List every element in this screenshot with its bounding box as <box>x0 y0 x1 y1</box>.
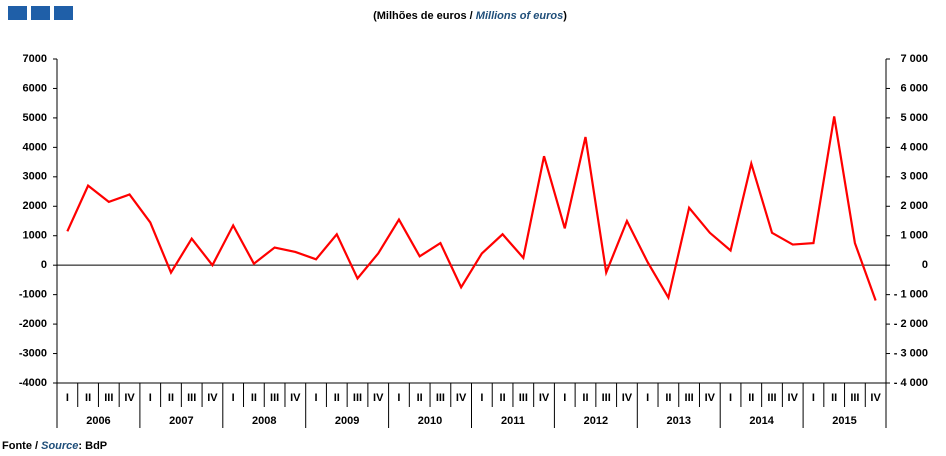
x-tick-label: IV <box>373 392 384 404</box>
year-label: 2014 <box>749 415 774 427</box>
y-tick-label: 4000 <box>23 141 47 153</box>
x-tick-label: II <box>168 392 174 404</box>
x-tick-label: I <box>646 392 649 404</box>
y-tick-label: 0 <box>41 259 47 271</box>
y-tick-label: -3000 <box>19 347 47 359</box>
source-en: Source <box>41 440 78 452</box>
x-tick-label: II <box>85 392 91 404</box>
title-end: ) <box>563 10 567 22</box>
year-label: 2012 <box>584 415 608 427</box>
source-note: Fonte / Source: BdP <box>2 440 107 452</box>
y-tick-label: -2000 <box>19 318 47 330</box>
x-tick-label: II <box>251 392 257 404</box>
x-tick-label: IV <box>870 392 881 404</box>
logo-block <box>8 6 27 20</box>
data-line <box>66 116 877 301</box>
y2-tick-label: - 1 000 <box>894 289 928 301</box>
y2-tick-label: 3 000 <box>900 171 928 183</box>
x-tick-label: II <box>334 392 340 404</box>
title-pt: (Milhões de euros / <box>373 10 476 22</box>
x-tick-label: IV <box>788 392 799 404</box>
y2-tick-label: 1 000 <box>900 230 928 242</box>
y2-tick-label: 4 000 <box>900 141 928 153</box>
x-tick-label: IV <box>124 392 135 404</box>
x-tick-label: I <box>232 392 235 404</box>
x-tick-label: II <box>417 392 423 404</box>
y-tick-label: 7000 <box>23 53 47 65</box>
year-label: 2010 <box>418 415 442 427</box>
x-tick-label: I <box>480 392 483 404</box>
y2-tick-label: 5 000 <box>900 112 928 124</box>
y-tick-label: -1000 <box>19 289 47 301</box>
y-tick-label: 5000 <box>23 112 47 124</box>
x-tick-label: IV <box>705 392 716 404</box>
y-tick-label: -4000 <box>19 377 47 389</box>
y2-tick-label: - 4 000 <box>894 377 928 389</box>
logo-block <box>54 6 73 20</box>
y2-tick-label: - 3 000 <box>894 347 928 359</box>
x-tick-label: III <box>685 392 694 404</box>
x-tick-label: IV <box>622 392 633 404</box>
x-tick-label: II <box>831 392 837 404</box>
x-tick-label: III <box>270 392 279 404</box>
x-tick-label: I <box>812 392 815 404</box>
y2-tick-label: 2 000 <box>900 200 928 212</box>
x-tick-label: III <box>850 392 859 404</box>
y-tick-label: 3000 <box>23 171 47 183</box>
y2-tick-label: 0 <box>922 259 928 271</box>
year-label: 2008 <box>252 415 276 427</box>
year-label: 2006 <box>86 415 110 427</box>
x-tick-label: I <box>397 392 400 404</box>
chart-title: (Milhões de euros / Millions of euros) <box>373 10 567 22</box>
year-label: 2013 <box>667 415 691 427</box>
year-label: 2015 <box>832 415 856 427</box>
x-tick-label: III <box>519 392 528 404</box>
x-tick-label: III <box>436 392 445 404</box>
y-tick-label: 1000 <box>23 230 47 242</box>
x-tick-label: IV <box>290 392 301 404</box>
source-end: : BdP <box>78 440 107 452</box>
x-tick-label: III <box>187 392 196 404</box>
x-tick-label: I <box>563 392 566 404</box>
x-tick-label: IV <box>539 392 550 404</box>
x-tick-label: III <box>767 392 776 404</box>
x-tick-label: I <box>315 392 318 404</box>
x-tick-label: I <box>149 392 152 404</box>
y2-tick-label: - 2 000 <box>894 318 928 330</box>
x-tick-label: I <box>66 392 69 404</box>
source-pt: Fonte / <box>2 440 41 452</box>
title-en: Millions of euros <box>476 10 563 22</box>
x-tick-label: IV <box>456 392 467 404</box>
y2-tick-label: 7 000 <box>900 53 928 65</box>
y2-tick-label: 6 000 <box>900 82 928 94</box>
x-tick-label: II <box>665 392 671 404</box>
x-tick-label: III <box>353 392 362 404</box>
y-tick-label: 6000 <box>23 82 47 94</box>
x-tick-label: II <box>582 392 588 404</box>
x-tick-label: III <box>602 392 611 404</box>
x-tick-label: II <box>500 392 506 404</box>
logo-block <box>31 6 50 20</box>
year-label: 2009 <box>335 415 359 427</box>
x-tick-label: I <box>729 392 732 404</box>
y-tick-label: 2000 <box>23 200 47 212</box>
x-tick-label: III <box>104 392 113 404</box>
year-label: 2007 <box>169 415 193 427</box>
year-label: 2011 <box>501 415 525 427</box>
x-tick-label: IV <box>207 392 218 404</box>
x-tick-label: II <box>748 392 754 404</box>
